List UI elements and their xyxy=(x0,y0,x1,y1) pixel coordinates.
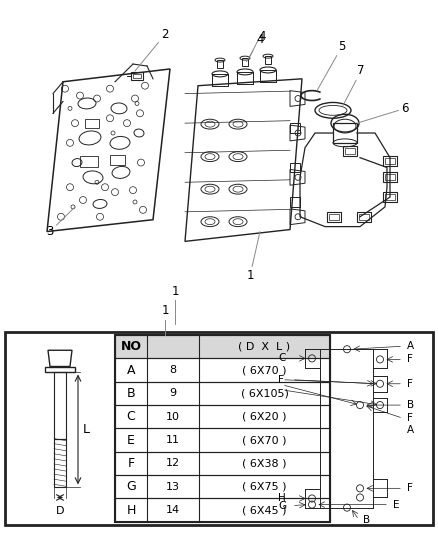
Bar xyxy=(265,56,271,64)
Text: 12: 12 xyxy=(166,458,180,469)
Text: ( 6X20 ): ( 6X20 ) xyxy=(242,412,287,422)
Bar xyxy=(115,475,330,498)
Bar xyxy=(290,163,300,172)
Bar xyxy=(133,74,141,78)
Bar xyxy=(383,192,397,202)
Text: 13: 13 xyxy=(166,482,180,492)
Text: A: A xyxy=(407,341,414,351)
Text: 6: 6 xyxy=(357,102,409,123)
Bar xyxy=(327,212,341,222)
Text: F: F xyxy=(407,413,413,423)
Bar xyxy=(290,197,300,207)
Text: D: D xyxy=(56,506,64,515)
Bar xyxy=(242,58,248,66)
Bar xyxy=(115,358,330,382)
Bar xyxy=(385,174,395,180)
Text: E: E xyxy=(393,499,399,510)
Bar xyxy=(212,74,228,86)
Bar xyxy=(115,405,330,429)
Text: F: F xyxy=(407,354,413,365)
Text: NO: NO xyxy=(120,340,141,353)
Text: 10: 10 xyxy=(166,412,180,422)
Bar xyxy=(260,70,276,82)
Text: F: F xyxy=(278,375,284,385)
Text: G: G xyxy=(278,500,286,511)
Text: ( 6X75 ): ( 6X75 ) xyxy=(242,482,287,492)
Text: 1: 1 xyxy=(171,285,179,297)
Text: F: F xyxy=(407,483,413,494)
Bar xyxy=(80,156,98,167)
Text: 1: 1 xyxy=(161,304,169,317)
Text: 8: 8 xyxy=(170,365,177,375)
Text: 2: 2 xyxy=(135,28,169,71)
Bar xyxy=(110,155,125,165)
Bar xyxy=(115,429,330,452)
Bar xyxy=(333,123,357,143)
Text: H: H xyxy=(278,494,286,504)
Text: ( D  X  L ): ( D X L ) xyxy=(238,342,290,352)
Text: ( 6X105): ( 6X105) xyxy=(240,389,289,398)
Text: G: G xyxy=(126,480,136,494)
Text: B: B xyxy=(407,400,414,410)
Bar xyxy=(290,123,300,133)
Text: ( 6X70 ): ( 6X70 ) xyxy=(242,365,287,375)
Text: F: F xyxy=(127,457,134,470)
Bar xyxy=(383,172,397,182)
Text: 4: 4 xyxy=(258,30,266,43)
Bar xyxy=(385,194,395,200)
Bar xyxy=(115,335,330,522)
Bar xyxy=(343,146,357,156)
Text: 4: 4 xyxy=(247,33,264,62)
Bar xyxy=(54,372,66,439)
Bar xyxy=(383,156,397,166)
Text: B: B xyxy=(363,515,370,525)
Text: A: A xyxy=(127,364,135,376)
Bar xyxy=(237,72,253,84)
Text: ( 6X70 ): ( 6X70 ) xyxy=(242,435,287,445)
Text: H: H xyxy=(126,504,136,516)
Bar xyxy=(345,148,355,154)
Text: B: B xyxy=(127,387,135,400)
Text: ( 6X45 ): ( 6X45 ) xyxy=(242,505,287,515)
Bar xyxy=(115,382,330,405)
Text: 11: 11 xyxy=(166,435,180,445)
Text: F: F xyxy=(407,379,413,389)
Text: 9: 9 xyxy=(170,389,177,398)
Bar xyxy=(115,452,330,475)
Bar xyxy=(115,335,330,358)
Bar xyxy=(357,212,371,222)
Text: C: C xyxy=(127,410,135,423)
Bar xyxy=(115,498,330,522)
Text: 5: 5 xyxy=(317,40,346,91)
Bar xyxy=(385,158,395,164)
Text: A: A xyxy=(407,425,414,435)
Text: 1: 1 xyxy=(246,231,260,282)
Bar xyxy=(359,214,369,220)
Text: 14: 14 xyxy=(166,505,180,515)
Text: ( 6X38 ): ( 6X38 ) xyxy=(242,458,287,469)
Bar xyxy=(131,72,143,80)
Text: L: L xyxy=(83,423,90,436)
Bar xyxy=(85,119,99,128)
Text: E: E xyxy=(127,434,135,447)
Bar xyxy=(217,60,223,68)
Bar xyxy=(329,214,339,220)
Text: C: C xyxy=(278,353,286,364)
Text: 3: 3 xyxy=(46,207,75,238)
Text: 7: 7 xyxy=(343,64,365,106)
